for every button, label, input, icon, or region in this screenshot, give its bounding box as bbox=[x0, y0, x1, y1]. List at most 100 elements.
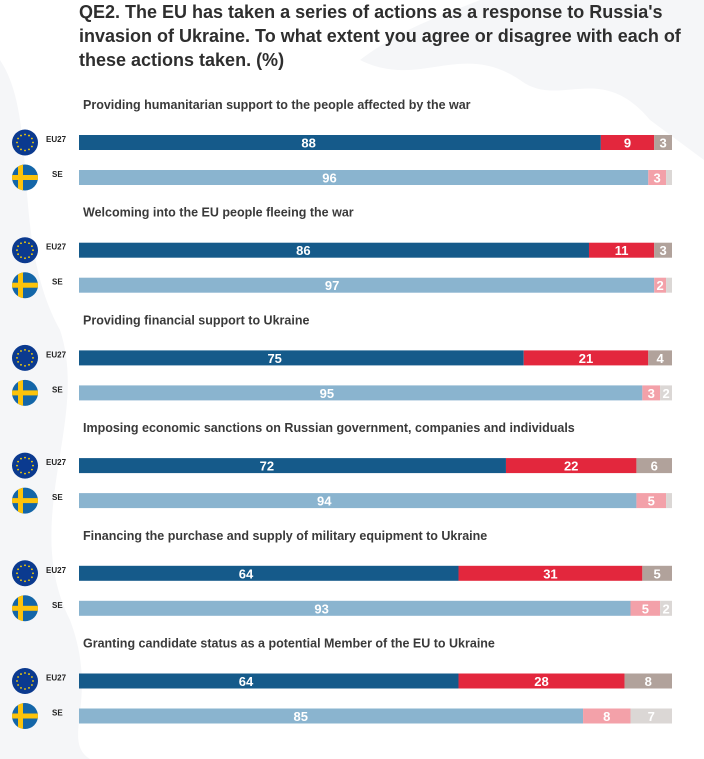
bar-dont-know bbox=[666, 493, 672, 509]
value-label: 5 bbox=[648, 494, 655, 509]
eu-flag-star bbox=[16, 680, 18, 682]
eu-flag-star bbox=[28, 471, 30, 474]
bar-dont-know bbox=[636, 458, 672, 474]
eu-flag-star bbox=[24, 688, 26, 690]
value-label: 95 bbox=[320, 386, 334, 401]
bar-agree bbox=[79, 170, 649, 185]
eu-flag-star bbox=[20, 565, 22, 568]
row-label: SE bbox=[52, 278, 63, 287]
eu-flag-star bbox=[24, 672, 26, 674]
bar-disagree bbox=[583, 708, 631, 724]
row-label: SE bbox=[52, 709, 63, 718]
bar-dont-know bbox=[654, 242, 672, 258]
value-label: 2 bbox=[662, 386, 669, 401]
eu-flag-star bbox=[24, 241, 26, 244]
eu-flag-star bbox=[31, 137, 33, 140]
eu-flag-star bbox=[17, 468, 19, 471]
eu-flag-star bbox=[32, 141, 34, 144]
eu-flag-star bbox=[31, 684, 33, 686]
eu-flag-star bbox=[20, 256, 22, 259]
value-label: 2 bbox=[657, 278, 664, 293]
value-label: 88 bbox=[301, 136, 315, 151]
eu-flag-star bbox=[16, 572, 18, 575]
sweden-flag-cross-horizontal bbox=[12, 282, 38, 288]
eu-flag-star bbox=[31, 253, 33, 256]
eu-flag-star bbox=[17, 137, 19, 140]
bar-disagree bbox=[630, 600, 661, 616]
eu-flag-star bbox=[31, 361, 33, 363]
value-label: 11 bbox=[615, 243, 629, 258]
eu-flag-star bbox=[17, 460, 19, 463]
bar-agree bbox=[79, 600, 631, 616]
eu-flag-star bbox=[28, 363, 30, 366]
eu-flag-star bbox=[32, 572, 34, 575]
eu-flag-star bbox=[24, 456, 26, 459]
row-label: EU27 bbox=[46, 458, 67, 467]
bar-disagree bbox=[458, 565, 643, 581]
sweden-flag-cross-horizontal bbox=[12, 390, 38, 396]
eu-flag-star bbox=[28, 579, 30, 582]
value-label: 97 bbox=[325, 278, 339, 293]
bar-disagree bbox=[648, 170, 667, 185]
value-label: 3 bbox=[659, 243, 666, 258]
eu-flag-star bbox=[16, 141, 18, 144]
row-label: SE bbox=[52, 493, 63, 502]
eu-flag-star bbox=[24, 365, 26, 367]
value-label: 64 bbox=[239, 674, 254, 689]
bar-agree bbox=[79, 565, 459, 581]
eu-flag-star bbox=[20, 579, 22, 582]
sweden-flag-cross-horizontal bbox=[12, 605, 38, 611]
bar-disagree bbox=[654, 277, 667, 293]
eu-flag-star bbox=[31, 353, 33, 355]
chart-title: QE2. The EU has taken a series of action… bbox=[79, 2, 681, 70]
eu-flag-star bbox=[20, 148, 22, 151]
eu-flag-star bbox=[28, 134, 30, 137]
value-label: 75 bbox=[267, 351, 281, 366]
value-label: 64 bbox=[239, 566, 254, 581]
eu-flag-icon bbox=[12, 452, 38, 479]
eu-flag-star bbox=[20, 687, 22, 689]
bar-agree bbox=[79, 277, 655, 293]
eu-flag-star bbox=[17, 684, 19, 686]
value-label: 7 bbox=[648, 709, 655, 724]
value-label: 6 bbox=[651, 459, 658, 474]
bar-agree bbox=[79, 385, 643, 401]
value-label: 2 bbox=[662, 601, 669, 616]
value-label: 93 bbox=[314, 601, 328, 616]
eu-flag-star bbox=[24, 133, 26, 136]
eu-flag-icon bbox=[12, 237, 38, 264]
eu-flag-star bbox=[24, 257, 26, 260]
question-label: Providing humanitarian support to the pe… bbox=[83, 98, 471, 112]
eu-flag-star bbox=[31, 468, 33, 471]
eu-flag-star bbox=[32, 249, 34, 252]
row-label: EU27 bbox=[46, 350, 67, 359]
bar-agree bbox=[79, 242, 589, 258]
row-label: EU27 bbox=[46, 566, 67, 575]
eu-flag-star bbox=[31, 676, 33, 678]
eu-flag-star bbox=[28, 148, 30, 151]
eu-flag-star bbox=[31, 460, 33, 463]
eu-flag-star bbox=[31, 245, 33, 248]
eu-flag-star bbox=[32, 680, 34, 682]
question-label: Welcoming into the EU people fleeing the… bbox=[83, 206, 354, 220]
eu-flag-star bbox=[20, 363, 22, 366]
value-label: 9 bbox=[624, 136, 631, 151]
bar-disagree bbox=[505, 458, 637, 474]
value-label: 8 bbox=[645, 674, 652, 689]
eu-flag-icon bbox=[12, 129, 38, 156]
row-label: EU27 bbox=[46, 135, 67, 144]
row-label: SE bbox=[52, 170, 63, 179]
value-label: 96 bbox=[322, 171, 336, 186]
eu-flag-star bbox=[31, 576, 33, 579]
bar-dont-know bbox=[648, 350, 672, 366]
eu-flag-star bbox=[24, 564, 26, 567]
value-label: 5 bbox=[654, 566, 661, 581]
eu-flag-star bbox=[28, 350, 30, 352]
eu-flag-icon bbox=[12, 668, 38, 694]
eu-flag-star bbox=[17, 676, 19, 678]
question-label: Financing the purchase and supply of mil… bbox=[83, 529, 487, 543]
bar-agree bbox=[79, 493, 637, 509]
row-label: SE bbox=[52, 385, 63, 394]
